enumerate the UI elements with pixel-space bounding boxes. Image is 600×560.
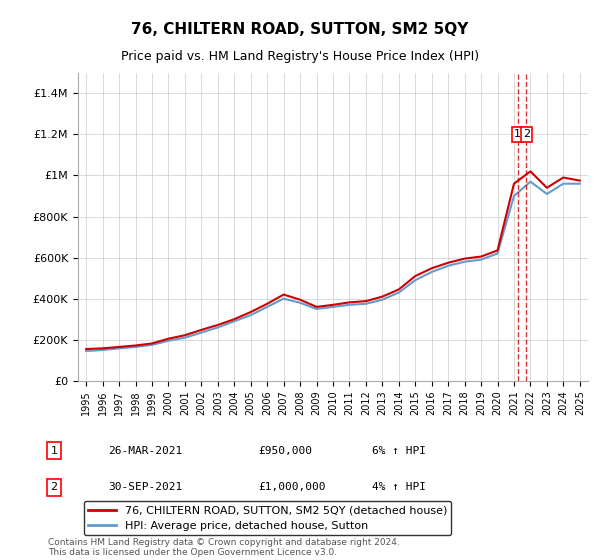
Text: £1,000,000: £1,000,000 (258, 482, 325, 492)
Text: 26-MAR-2021: 26-MAR-2021 (108, 446, 182, 456)
Text: 4% ↑ HPI: 4% ↑ HPI (372, 482, 426, 492)
Text: 2: 2 (50, 482, 58, 492)
Text: 1: 1 (50, 446, 58, 456)
Text: 1: 1 (514, 129, 521, 139)
Text: Contains HM Land Registry data © Crown copyright and database right 2024.
This d: Contains HM Land Registry data © Crown c… (48, 538, 400, 557)
Text: £950,000: £950,000 (258, 446, 312, 456)
Text: Price paid vs. HM Land Registry's House Price Index (HPI): Price paid vs. HM Land Registry's House … (121, 50, 479, 63)
Text: 76, CHILTERN ROAD, SUTTON, SM2 5QY: 76, CHILTERN ROAD, SUTTON, SM2 5QY (131, 22, 469, 38)
Text: 2: 2 (523, 129, 530, 139)
Legend: 76, CHILTERN ROAD, SUTTON, SM2 5QY (detached house), HPI: Average price, detache: 76, CHILTERN ROAD, SUTTON, SM2 5QY (deta… (83, 501, 451, 535)
Text: 30-SEP-2021: 30-SEP-2021 (108, 482, 182, 492)
Text: 6% ↑ HPI: 6% ↑ HPI (372, 446, 426, 456)
